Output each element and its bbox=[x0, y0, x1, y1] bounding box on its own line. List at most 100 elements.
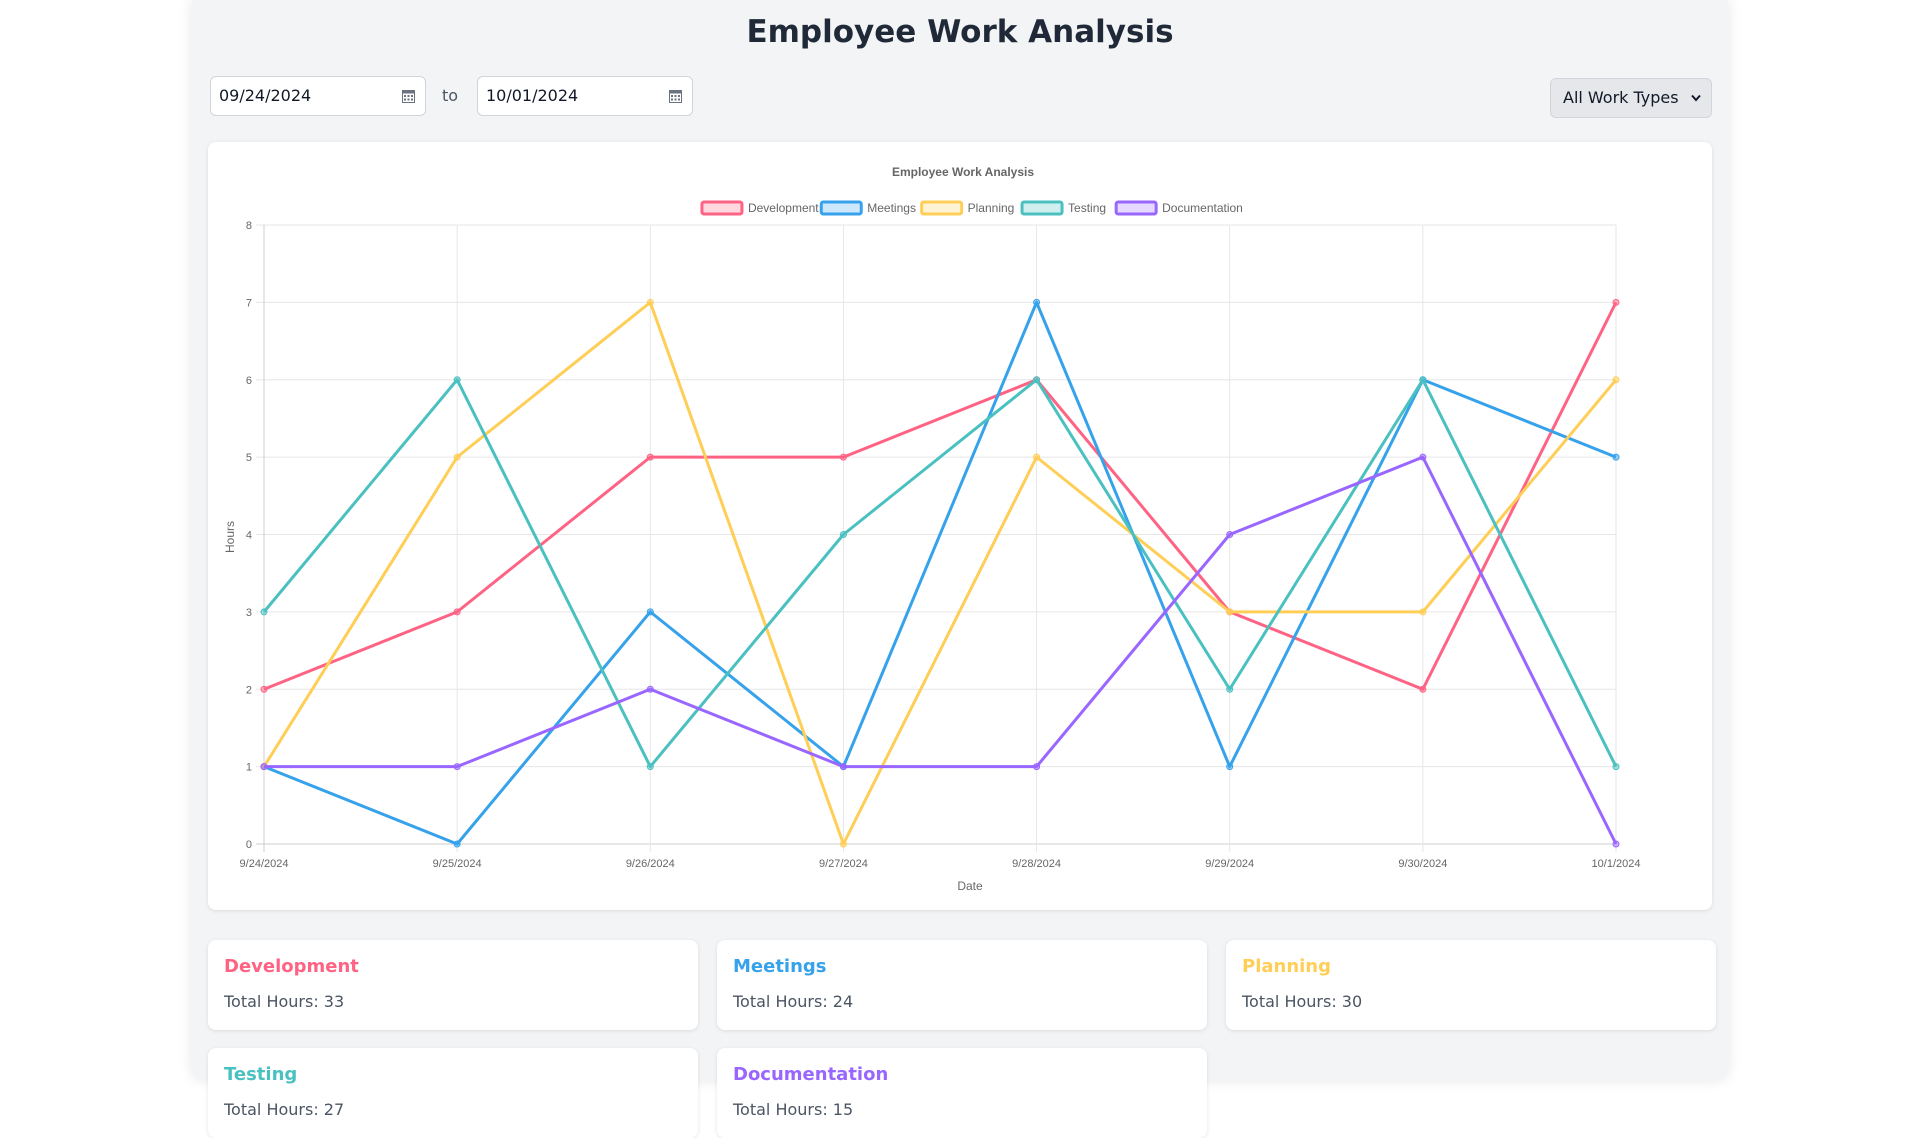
legend-swatch bbox=[700, 200, 744, 216]
chart-axes: 0 1 2 3 4 5 6 7 8 9/24/2024 9/25/2024 9/26/2024 9/27… bbox=[240, 220, 1641, 870]
summary-card-meetings: Meetings Total Hours: 24 bbox=[717, 940, 1207, 1030]
calendar-icon[interactable] bbox=[402, 89, 415, 103]
y-tick-label: 4 bbox=[246, 530, 252, 542]
series-line-planning bbox=[262, 300, 1618, 846]
data-point bbox=[839, 763, 847, 771]
y-tick-label: 2 bbox=[246, 684, 252, 696]
data-point bbox=[1226, 685, 1234, 693]
summary-card-testing: Testing Total Hours: 27 bbox=[208, 1048, 698, 1138]
app-container: Employee Work Analysis 09/24/2024 to 10/… bbox=[192, 0, 1728, 1138]
data-point bbox=[646, 453, 654, 461]
end-date-input[interactable]: 10/01/2024 bbox=[477, 76, 693, 116]
data-point bbox=[1033, 298, 1041, 306]
data-point bbox=[1612, 763, 1620, 771]
y-tick-label: 6 bbox=[246, 375, 252, 387]
summary-card-title: Meetings bbox=[733, 956, 827, 977]
series-line-meetings bbox=[263, 300, 1617, 846]
legend-label: Meetings bbox=[867, 201, 916, 215]
x-tick-label: 9/25/2024 bbox=[433, 858, 482, 870]
y-tick-label: 7 bbox=[246, 297, 252, 309]
data-point bbox=[646, 685, 654, 693]
data-point bbox=[646, 608, 654, 616]
series-line-documentation bbox=[264, 455, 1618, 845]
legend-swatch bbox=[920, 200, 964, 216]
y-axis-label: Hours bbox=[223, 521, 237, 553]
data-point bbox=[1033, 376, 1041, 384]
x-tick-label: 9/30/2024 bbox=[1398, 858, 1447, 870]
summary-card-total: Total Hours: 30 bbox=[1242, 992, 1363, 1011]
data-point bbox=[1419, 376, 1427, 384]
summary-card-planning: Planning Total Hours: 30 bbox=[1226, 940, 1716, 1030]
data-point bbox=[1226, 531, 1234, 538]
y-tick-label: 5 bbox=[246, 452, 252, 464]
summary-card-title: Documentation bbox=[733, 1064, 889, 1085]
data-point bbox=[260, 763, 268, 771]
date-range-separator: to bbox=[442, 86, 459, 105]
data-point bbox=[1612, 453, 1620, 461]
start-date-input[interactable]: 09/24/2024 bbox=[210, 76, 426, 116]
x-tick-label: 9/27/2024 bbox=[819, 858, 868, 870]
summary-card-documentation: Documentation Total Hours: 15 bbox=[717, 1048, 1207, 1138]
page-title: Employee Work Analysis bbox=[746, 14, 1174, 50]
data-point bbox=[839, 453, 847, 461]
y-tick-label: 0 bbox=[246, 839, 252, 851]
chevron-down-icon bbox=[1691, 94, 1701, 102]
summary-card-title: Testing bbox=[224, 1064, 298, 1085]
chart-series bbox=[260, 298, 1620, 848]
data-point bbox=[1226, 763, 1234, 771]
data-point bbox=[1419, 608, 1427, 616]
x-tick-label: 9/29/2024 bbox=[1205, 858, 1254, 870]
data-point bbox=[453, 840, 461, 848]
data-point bbox=[1612, 376, 1620, 384]
x-tick-label: 10/1/2024 bbox=[1592, 858, 1641, 870]
legend-swatch bbox=[1114, 200, 1158, 216]
summary-card-total: Total Hours: 33 bbox=[224, 992, 345, 1011]
start-date-value: 09/24/2024 bbox=[219, 86, 312, 105]
calendar-icon[interactable] bbox=[669, 89, 682, 103]
data-point bbox=[1612, 298, 1620, 306]
chart-legend: Development Meetings Planning Testing Docume… bbox=[700, 200, 1243, 216]
data-point bbox=[260, 608, 268, 616]
data-point bbox=[453, 376, 461, 384]
chart-grid bbox=[256, 224, 1617, 852]
chart-card: Employee Work Analysis Development Meetin… bbox=[208, 142, 1712, 910]
data-point bbox=[453, 453, 461, 461]
data-point bbox=[1419, 453, 1427, 461]
summary-card-development: Development Total Hours: 33 bbox=[208, 940, 698, 1030]
y-tick-label: 8 bbox=[246, 220, 252, 232]
legend-label: Planning bbox=[968, 201, 1015, 215]
legend-label: Documentation bbox=[1162, 201, 1243, 215]
x-axis-label: Date bbox=[957, 879, 983, 893]
data-point bbox=[1033, 453, 1041, 461]
legend-label: Testing bbox=[1068, 201, 1106, 215]
summary-card-title: Planning bbox=[1242, 956, 1332, 977]
y-tick-label: 1 bbox=[246, 762, 252, 774]
x-tick-label: 9/26/2024 bbox=[626, 858, 675, 870]
summary-card-total: Total Hours: 24 bbox=[733, 992, 854, 1011]
chart-title: Employee Work Analysis bbox=[892, 165, 1034, 179]
legend-label: Development bbox=[748, 201, 819, 215]
data-point bbox=[839, 840, 847, 848]
data-point bbox=[646, 298, 654, 306]
work-type-select[interactable]: All Work Types bbox=[1550, 78, 1712, 118]
data-point bbox=[1226, 608, 1234, 616]
series-line-testing bbox=[262, 378, 1618, 769]
data-point bbox=[260, 685, 268, 693]
series-line-development bbox=[263, 301, 1618, 691]
x-tick-label: 9/28/2024 bbox=[1012, 858, 1061, 870]
x-tick-label: 9/24/2024 bbox=[240, 858, 289, 870]
data-point bbox=[1612, 840, 1620, 848]
data-point bbox=[453, 763, 461, 771]
legend-swatch bbox=[819, 200, 863, 216]
summary-card-total: Total Hours: 15 bbox=[733, 1100, 854, 1119]
end-date-value: 10/01/2024 bbox=[486, 86, 579, 105]
data-point bbox=[1033, 763, 1041, 771]
data-point bbox=[1419, 685, 1427, 693]
data-point bbox=[839, 531, 847, 538]
data-point bbox=[453, 608, 461, 616]
data-point bbox=[646, 763, 654, 771]
line-chart: Employee Work Analysis Development Meetin… bbox=[223, 165, 1641, 893]
y-tick-label: 3 bbox=[246, 607, 252, 619]
summary-card-title: Development bbox=[224, 956, 359, 977]
legend-swatch bbox=[1020, 200, 1064, 216]
